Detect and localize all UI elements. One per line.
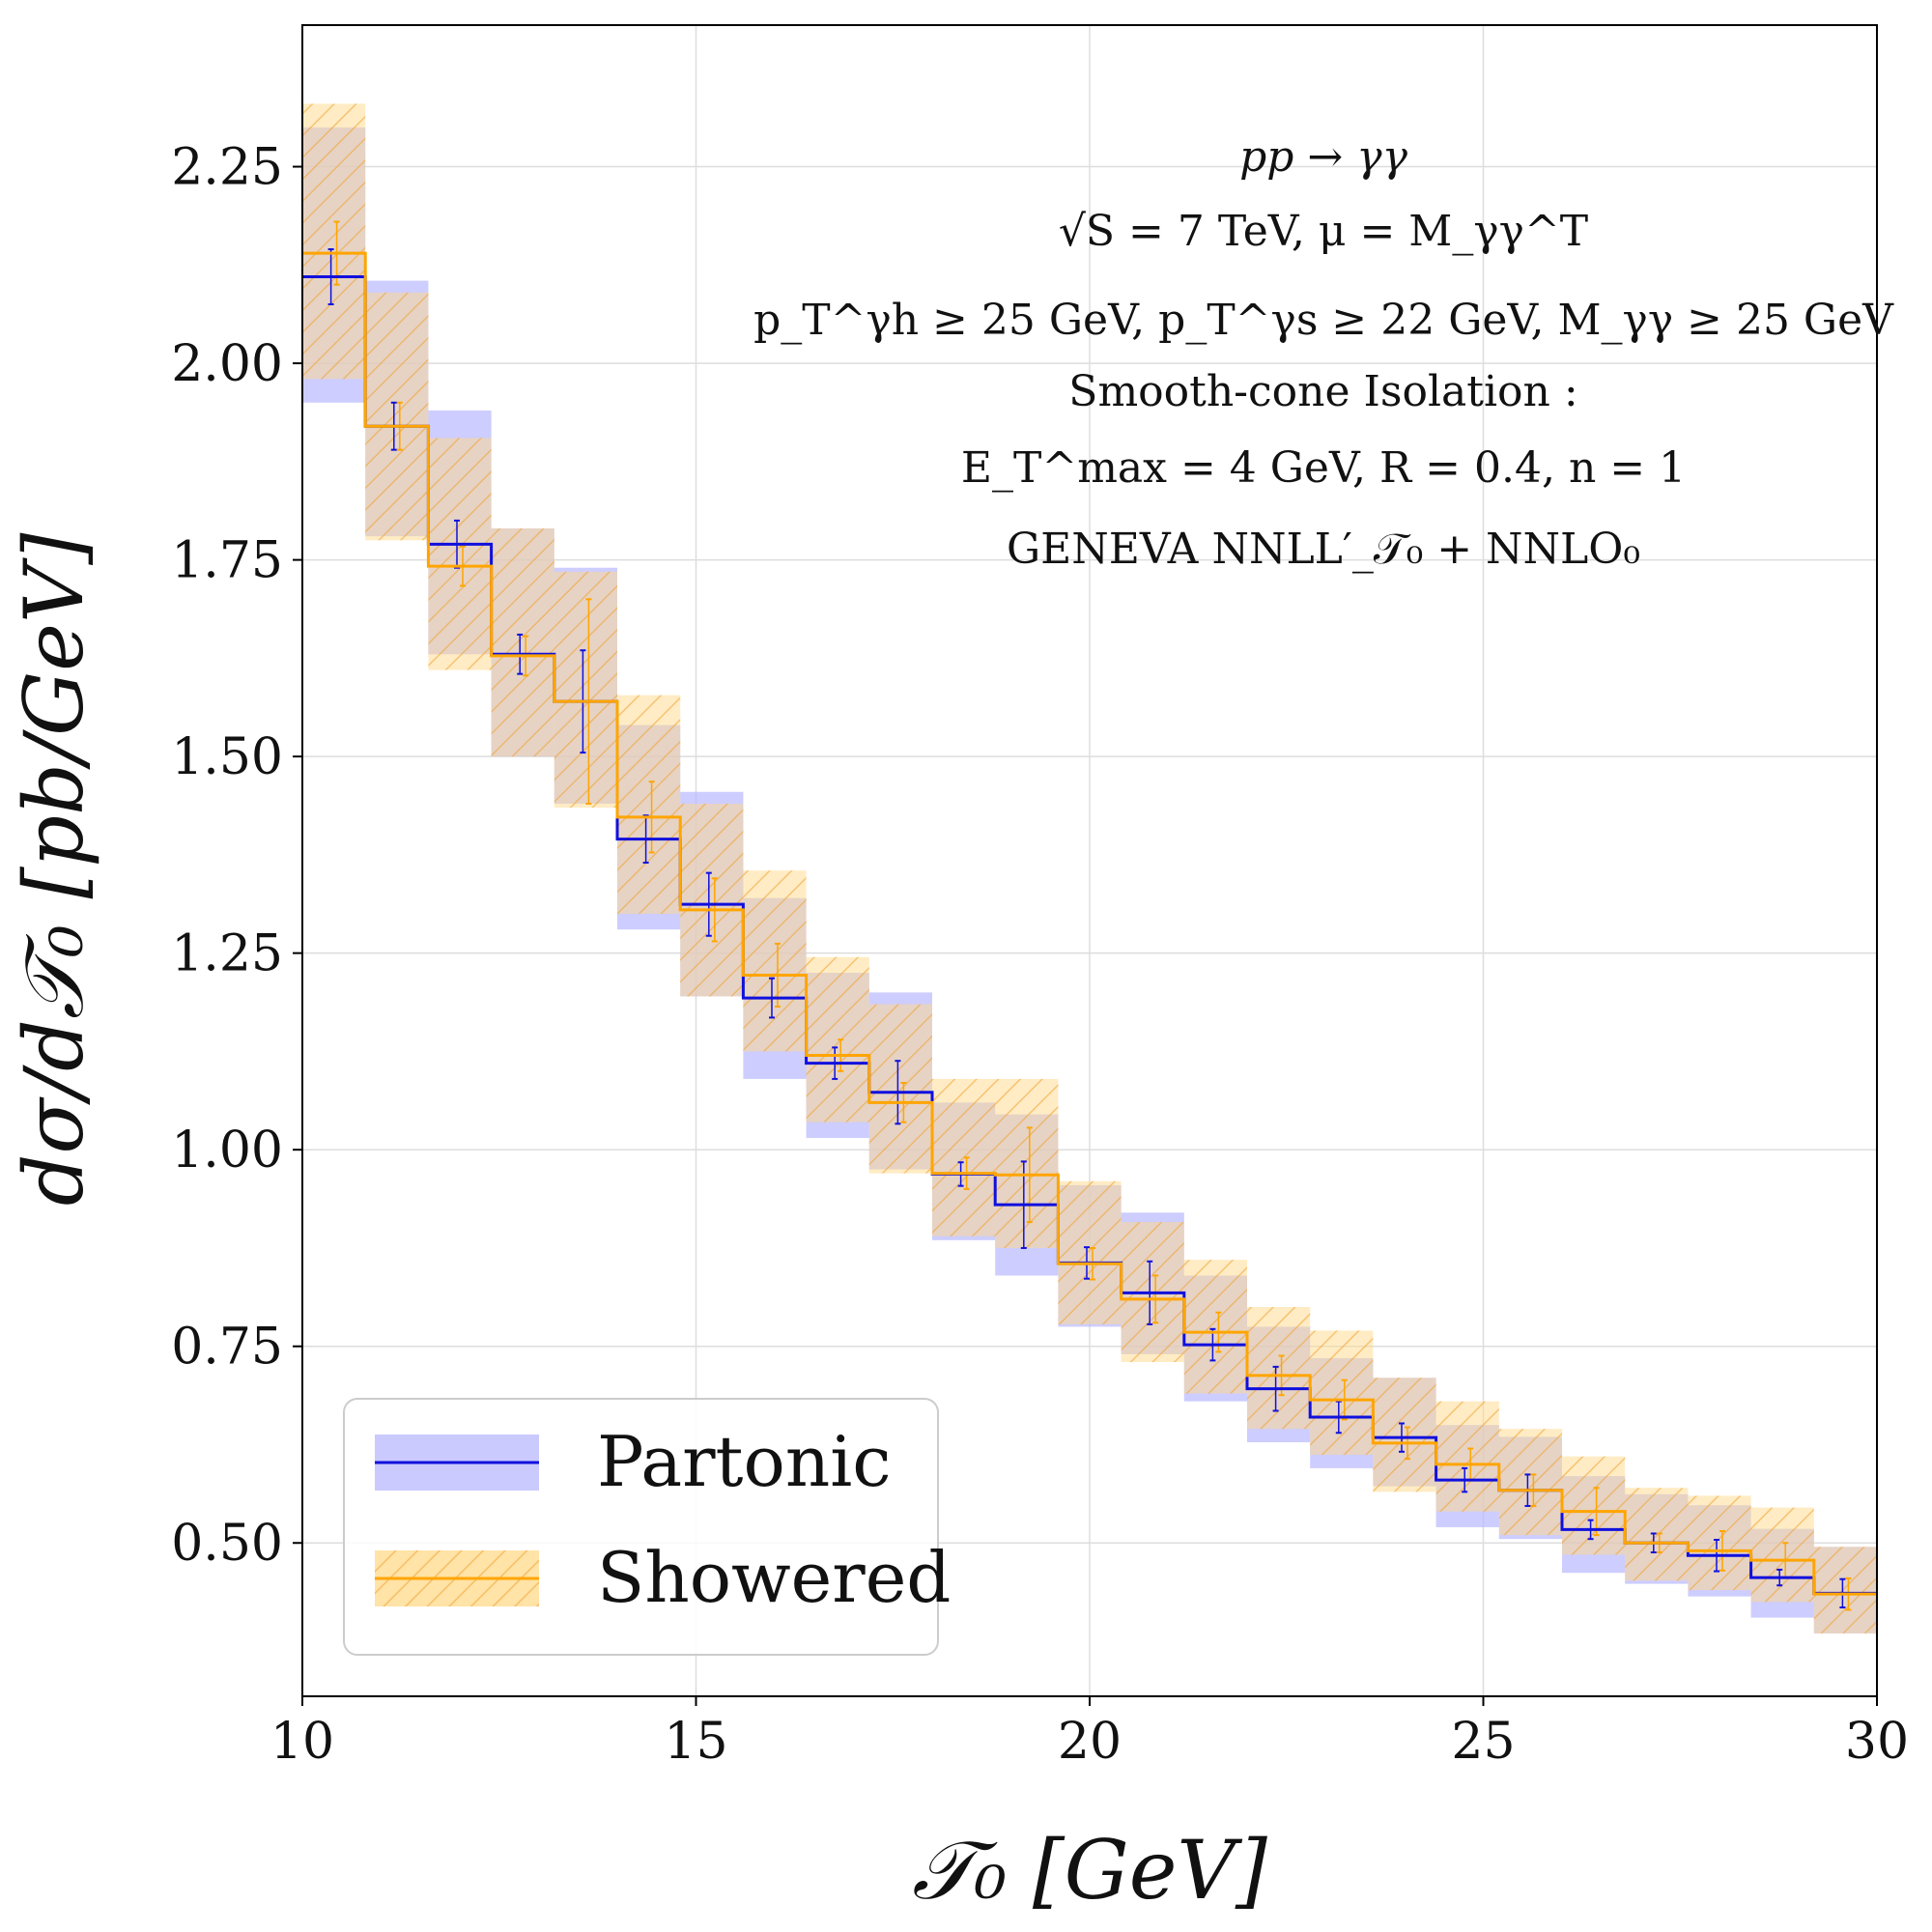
showered-hatch-bin-11 <box>995 1078 1059 1248</box>
y-tick-label-4: 1.50 <box>171 728 283 786</box>
showered-hatch-bin-23 <box>1750 1507 1814 1603</box>
y-tick-label-0: 0.50 <box>171 1515 283 1573</box>
showered-step-line <box>302 251 1877 1596</box>
showered-hatch-bin-20 <box>1562 1456 1626 1555</box>
showered-hatch-bin-0 <box>302 103 366 380</box>
y-tick-label-7: 2.25 <box>171 139 283 197</box>
annotation-energy: √S = 7 TeV, μ = M_γγ^T <box>1059 207 1588 256</box>
y-tick-label-1: 0.75 <box>171 1319 283 1377</box>
showered-hatch-bin-5 <box>617 695 681 914</box>
showered-hatch-bin-7 <box>743 870 807 1052</box>
showered-hatch-bin-4 <box>554 571 617 809</box>
showered-hatch-bin-14 <box>1183 1260 1247 1394</box>
annotation-cuts: p_T^γh ≥ 25 GeV, p_T^γs ≥ 22 GeV, M_γγ ≥… <box>753 296 1894 345</box>
step-lines <box>302 251 1877 1596</box>
showered-hatch-bin-8 <box>806 956 869 1122</box>
showered-hatch-bin-15 <box>1247 1307 1311 1430</box>
showered-hatch-bin-24 <box>1813 1547 1877 1634</box>
showered-hatch-bin-6 <box>680 803 744 997</box>
annotation-isolation: Smooth-cone Isolation : <box>1068 367 1577 416</box>
legend-showered-label: Showered <box>597 1537 951 1618</box>
y-axis-title: dσ/d𝒯₀ [pb/GeV] <box>7 532 101 1206</box>
annotation-accuracy: GENEVA NNLL′_𝒯₀ + NNLO₀ <box>1007 525 1640 574</box>
x-tick-label-0: 10 <box>270 1713 334 1771</box>
x-tick-label-2: 20 <box>1058 1713 1122 1771</box>
y-tick-label-3: 1.25 <box>171 925 283 983</box>
showered-hatch-bin-17 <box>1373 1378 1436 1492</box>
axis-ticks: 10 15 20 25 30 0.50 0.75 1.00 1.25 1.50 1.75 2.00 2.… <box>171 139 1909 1771</box>
y-tick-label-6: 2.00 <box>171 335 283 393</box>
showered-hatch-bin-9 <box>868 1004 932 1174</box>
showered-hatch-bin-2 <box>428 438 492 670</box>
y-tick-label-2: 1.00 <box>171 1122 283 1179</box>
showered-hatch-bin-12 <box>1058 1180 1122 1324</box>
y-tick-label-5: 1.75 <box>171 532 283 590</box>
legend: Partonic Showered <box>343 1398 951 1656</box>
showered-hatch-bin-3 <box>491 528 554 757</box>
showered-band <box>302 103 1877 1634</box>
x-tick-label-3: 25 <box>1451 1713 1515 1771</box>
showered-hatch-bin-18 <box>1435 1401 1499 1512</box>
legend-partonic-label: Partonic <box>597 1421 892 1502</box>
annotation-process: pp → γγ <box>1239 132 1407 182</box>
showered-hatch-bin-16 <box>1310 1330 1374 1456</box>
showered-hatch-bin-19 <box>1498 1429 1562 1536</box>
showered-hatch-bin-1 <box>365 292 429 541</box>
annotation-block: pp → γγ √S = 7 TeV, μ = M_γγ^T p_T^γh ≥ … <box>753 132 1894 574</box>
x-tick-label-1: 15 <box>664 1713 727 1771</box>
annotation-isolation-params: E_T^max = 4 GeV, R = 0.4, n = 1 <box>961 443 1686 493</box>
grid <box>302 25 1877 1696</box>
showered-hatch-bin-22 <box>1688 1495 1751 1591</box>
x-tick-label-4: 30 <box>1845 1713 1909 1771</box>
x-axis-title: 𝒯₀ [GeV] <box>912 1823 1267 1918</box>
